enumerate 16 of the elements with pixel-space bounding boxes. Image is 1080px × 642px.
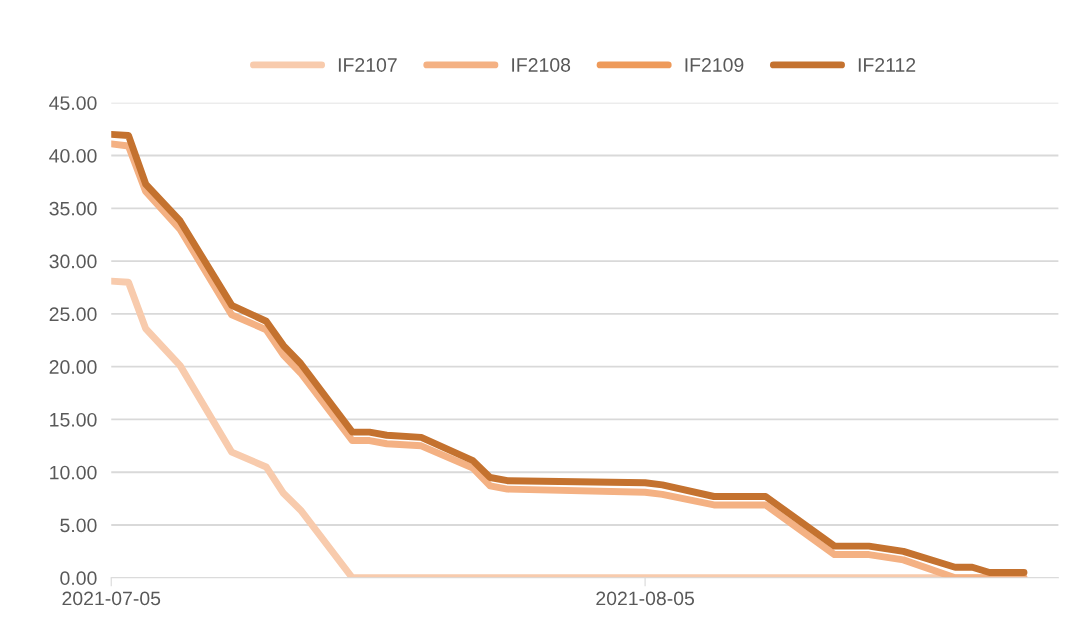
y-tick-label: 10.00 xyxy=(50,465,97,480)
y-tick-label: 40.00 xyxy=(49,148,97,163)
y-tick-label: 35.00 xyxy=(49,201,97,216)
y-tick-label: 5.00 xyxy=(60,518,97,533)
legend-label: IF2109 xyxy=(685,58,744,72)
legend-label: IF2107 xyxy=(338,58,397,72)
y-tick-label: 20.00 xyxy=(49,360,97,374)
y-tick-label: 0.00 xyxy=(60,571,97,586)
y-tick-label: 25.00 xyxy=(49,307,97,322)
x-tick-label: 2021-07-05 xyxy=(62,591,161,606)
y-tick-label: 45.00 xyxy=(49,96,97,110)
y-tick-label: 30.00 xyxy=(49,254,97,269)
legend-label: IF2108 xyxy=(512,58,571,72)
y-tick-label: 15.00 xyxy=(50,412,97,427)
x-tick-label: 2021-08-05 xyxy=(596,591,695,606)
legend-label: IF2112 xyxy=(858,58,916,72)
